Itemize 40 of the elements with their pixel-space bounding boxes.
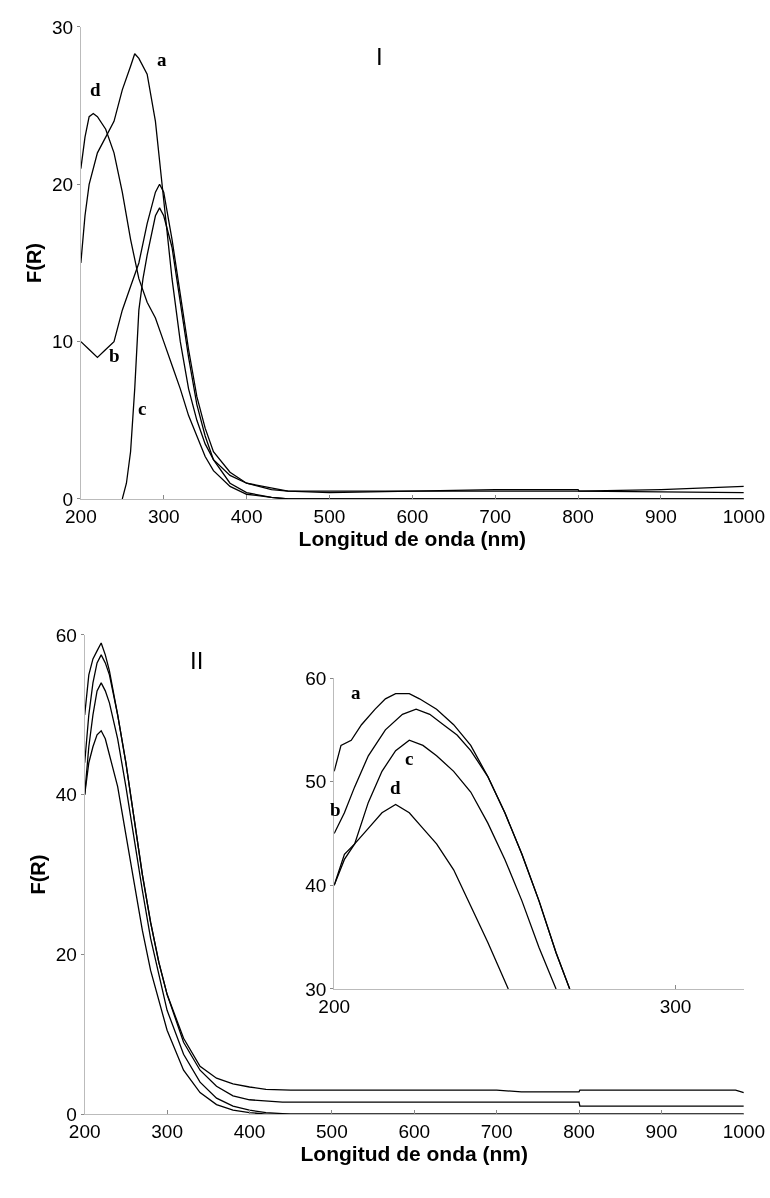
series-label: b xyxy=(330,799,341,820)
x-tick-label: 700 xyxy=(479,505,512,527)
x-tick-label: 300 xyxy=(151,1120,183,1142)
y-tick-label: 20 xyxy=(51,173,74,195)
y-tick-label: 40 xyxy=(55,784,77,806)
x-tick-label: 1000 xyxy=(722,505,765,527)
y-tick-label: 30 xyxy=(51,16,74,38)
series-label: b xyxy=(109,345,120,366)
x-tick-label: 700 xyxy=(480,1120,513,1142)
y-tick-label: 20 xyxy=(55,944,77,966)
y-tick-label: 60 xyxy=(305,667,327,689)
series-label: a xyxy=(157,49,167,70)
series-label: d xyxy=(390,777,401,798)
series-label: d xyxy=(90,79,101,100)
x-tick-label: 400 xyxy=(230,505,263,527)
x-tick-label: 1000 xyxy=(722,1120,765,1142)
text: II xyxy=(190,647,204,674)
y-tick-label: 40 xyxy=(305,874,327,896)
y-tick-label: 10 xyxy=(51,331,74,353)
y-axis-title: F(R) xyxy=(23,242,46,283)
x-tick-label: 300 xyxy=(147,505,180,527)
y-axis-title: F(R) xyxy=(27,854,50,895)
y-tick-label: 50 xyxy=(305,771,327,793)
series-label: c xyxy=(138,398,147,419)
series-label: a xyxy=(351,682,361,703)
x-axis-title: Longitud de onda (nm) xyxy=(300,1141,528,1165)
series-label: c xyxy=(405,748,414,769)
x-tick-label: 900 xyxy=(645,1120,678,1142)
x-tick-label: 600 xyxy=(398,1120,431,1142)
y-tick-label: 60 xyxy=(55,624,77,646)
x-tick-label: 400 xyxy=(233,1120,266,1142)
x-tick-label: 500 xyxy=(316,1120,348,1142)
text: I xyxy=(376,43,383,70)
x-tick-label: 800 xyxy=(563,1120,595,1142)
x-tick-label: 600 xyxy=(396,505,429,527)
x-axis-title: Longitud de onda (nm) xyxy=(298,526,527,550)
x-tick-label: 300 xyxy=(659,995,692,1017)
x-tick-label: 500 xyxy=(313,505,346,527)
x-tick-label: 800 xyxy=(562,505,594,527)
x-tick-label: 900 xyxy=(645,505,677,527)
